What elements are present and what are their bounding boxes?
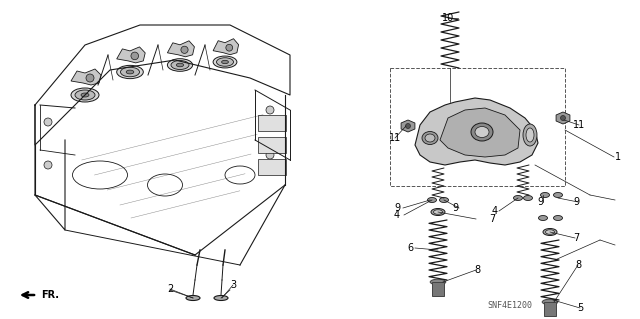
Text: 2: 2 [167, 284, 173, 294]
Ellipse shape [513, 196, 522, 201]
Ellipse shape [440, 197, 449, 203]
Polygon shape [440, 108, 520, 157]
Polygon shape [401, 120, 415, 132]
Polygon shape [71, 69, 101, 85]
Ellipse shape [186, 295, 200, 300]
Ellipse shape [431, 209, 445, 216]
Text: 11: 11 [389, 133, 401, 143]
Bar [390, 68, 565, 186]
Ellipse shape [213, 56, 237, 68]
Text: 1: 1 [615, 152, 621, 162]
Text: 9: 9 [452, 203, 458, 213]
Ellipse shape [422, 131, 438, 145]
Bar [544, 302, 556, 316]
Text: 3: 3 [230, 280, 236, 290]
Ellipse shape [171, 61, 189, 70]
Ellipse shape [81, 93, 89, 97]
Bar [258, 115, 286, 131]
Ellipse shape [221, 60, 228, 64]
Polygon shape [168, 41, 195, 57]
Ellipse shape [116, 65, 143, 79]
Text: 7: 7 [489, 214, 495, 224]
Circle shape [406, 123, 410, 129]
Ellipse shape [475, 127, 489, 137]
Ellipse shape [538, 216, 547, 220]
Text: 4: 4 [492, 206, 498, 216]
Ellipse shape [214, 295, 228, 300]
Text: 11: 11 [573, 120, 585, 130]
Ellipse shape [554, 192, 563, 197]
Text: 6: 6 [407, 243, 413, 253]
Text: FR.: FR. [41, 290, 59, 300]
Ellipse shape [433, 210, 442, 214]
Text: 8: 8 [575, 260, 581, 270]
Circle shape [561, 115, 566, 121]
Ellipse shape [524, 196, 532, 201]
Bar [258, 159, 286, 175]
Ellipse shape [545, 230, 554, 234]
Text: 10: 10 [442, 13, 454, 23]
Ellipse shape [523, 124, 537, 146]
Ellipse shape [526, 128, 534, 142]
Circle shape [226, 44, 233, 51]
Ellipse shape [71, 88, 99, 102]
Text: 8: 8 [474, 265, 480, 275]
Text: 4: 4 [394, 210, 400, 220]
Ellipse shape [120, 67, 140, 77]
Polygon shape [415, 98, 538, 165]
Ellipse shape [168, 59, 193, 71]
Text: 9: 9 [394, 203, 400, 213]
Ellipse shape [554, 216, 563, 220]
Circle shape [86, 74, 94, 82]
Bar [258, 137, 286, 153]
Ellipse shape [543, 228, 557, 235]
Ellipse shape [542, 299, 558, 305]
Circle shape [266, 106, 274, 114]
Ellipse shape [177, 63, 184, 67]
Circle shape [44, 161, 52, 169]
Polygon shape [213, 39, 239, 55]
Circle shape [266, 151, 274, 159]
Circle shape [131, 52, 138, 60]
Circle shape [181, 46, 188, 53]
Text: SNF4E1200: SNF4E1200 [488, 300, 532, 309]
Ellipse shape [428, 197, 436, 203]
Circle shape [44, 118, 52, 126]
Bar [432, 282, 444, 296]
Ellipse shape [216, 58, 234, 66]
Ellipse shape [430, 279, 446, 285]
Ellipse shape [126, 70, 134, 74]
Polygon shape [556, 112, 570, 124]
Text: 7: 7 [573, 233, 579, 243]
Ellipse shape [541, 192, 550, 197]
Polygon shape [116, 47, 145, 63]
Ellipse shape [471, 123, 493, 141]
Ellipse shape [425, 134, 435, 142]
Text: 5: 5 [577, 303, 583, 313]
Ellipse shape [75, 90, 95, 100]
Text: 9: 9 [537, 197, 543, 207]
Text: 9: 9 [573, 197, 579, 207]
